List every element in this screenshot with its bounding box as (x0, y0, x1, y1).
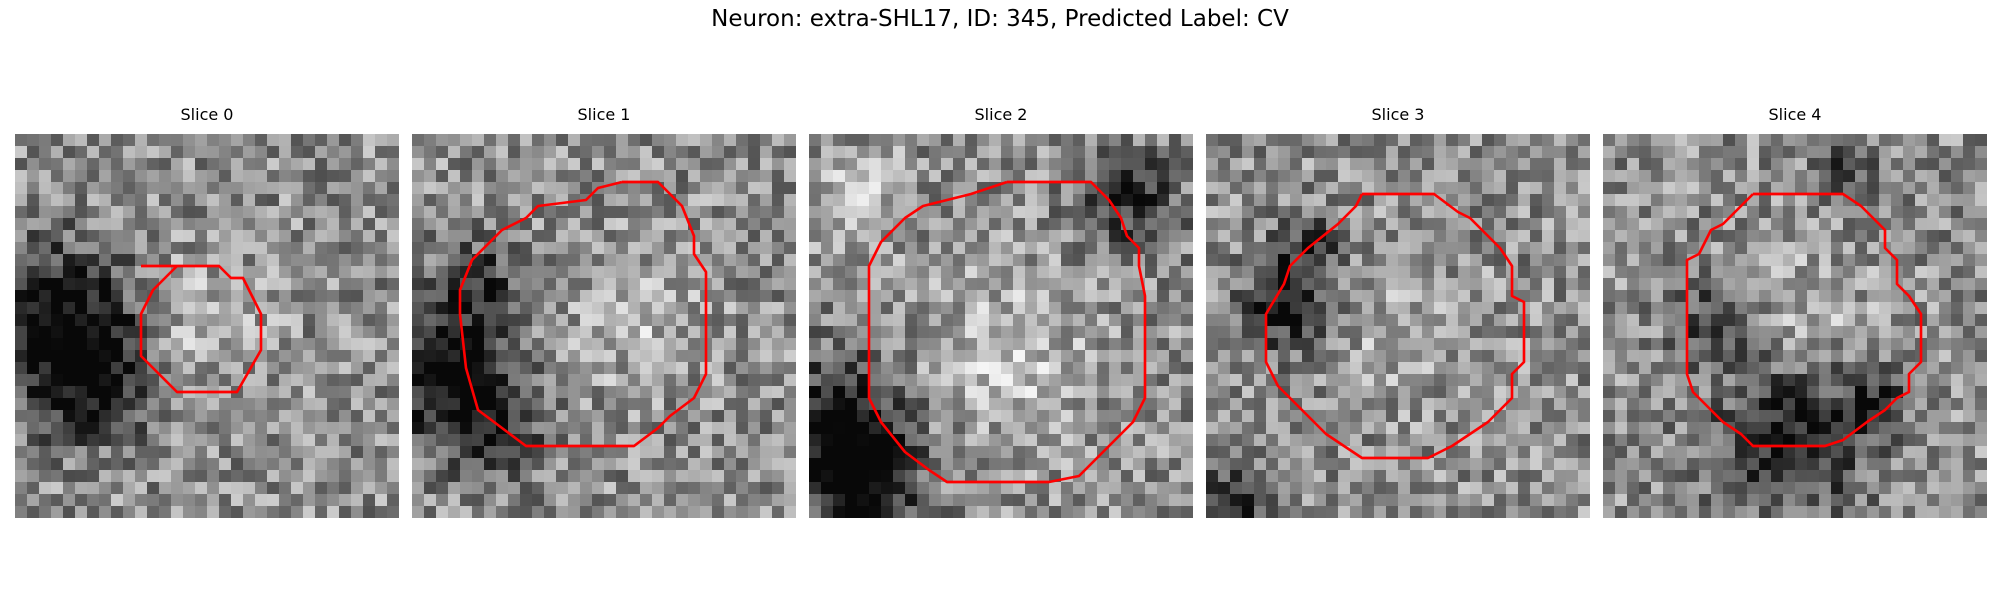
contour-outline-1 (458, 180, 708, 448)
slice-image-3 (1206, 134, 1590, 518)
slice-image-2 (809, 134, 1193, 518)
slice-title-0: Slice 0 (180, 105, 234, 124)
contour-outline-0 (139, 264, 263, 394)
figure-title: Neuron: extra-SHL17, ID: 345, Predicted … (711, 6, 1289, 32)
slice-image-0 (15, 134, 399, 518)
contour-outline-4 (1685, 192, 1923, 448)
slice-title-4: Slice 4 (1768, 105, 1822, 124)
contour-outline-3 (1264, 192, 1526, 460)
slice-image-1 (412, 134, 796, 518)
contour-outline-2 (867, 180, 1147, 484)
slice-title-2: Slice 2 (974, 105, 1028, 124)
slice-title-1: Slice 1 (577, 105, 631, 124)
slice-image-4 (1603, 134, 1987, 518)
slice-title-3: Slice 3 (1371, 105, 1425, 124)
